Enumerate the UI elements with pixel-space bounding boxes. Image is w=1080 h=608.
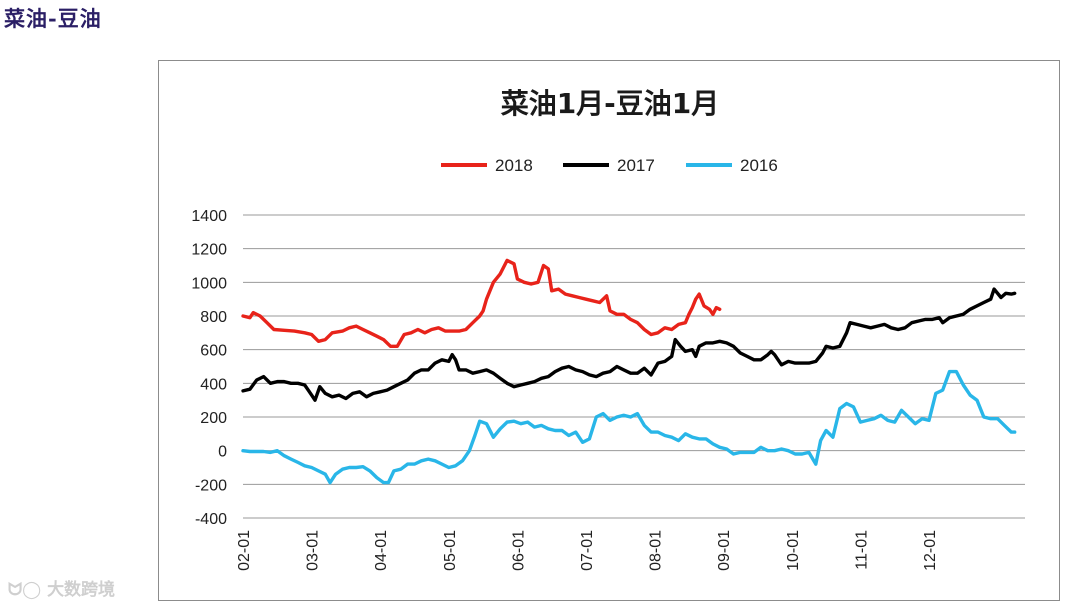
page-heading: 菜油-豆油	[4, 6, 102, 31]
x-tick-label: 08-01	[648, 530, 665, 571]
watermark-logo-icon: ᗢ◯	[8, 580, 48, 600]
x-tick-label: 10-01	[785, 530, 802, 571]
x-tick-label: 04-01	[373, 530, 390, 571]
watermark-text: 大数跨境	[47, 580, 116, 600]
series-line-2018	[241, 258, 722, 348]
y-tick-label: 0	[218, 444, 227, 461]
chart-title: 菜油1月-豆油1月	[501, 87, 720, 120]
legend-label: 2018	[495, 156, 533, 175]
x-tick-label: 03-01	[305, 530, 322, 571]
chart-series	[241, 258, 1017, 485]
y-tick-label: -200	[195, 477, 227, 494]
x-tick-label: 07-01	[579, 530, 596, 571]
legend-label: 2017	[617, 156, 655, 175]
line-chart: 菜油1月-豆油1月 2018 2017 2016 -400 -200 0 200 400 60…	[191, 87, 1025, 571]
y-tick-label: 200	[200, 410, 227, 427]
x-tick-label: 09-01	[716, 530, 733, 571]
y-tick-label: 400	[200, 376, 227, 393]
x-tick-label: 12-01	[922, 530, 939, 571]
x-tick-label: 11-01	[853, 530, 870, 570]
y-tick-label: -400	[195, 511, 227, 528]
watermark: ᗢ◯ 大数跨境	[8, 575, 115, 600]
chart-legend: 2018 2017 2016	[441, 156, 778, 175]
x-tick-label: 05-01	[442, 530, 459, 571]
x-tick-label: 02-01	[236, 530, 253, 571]
y-tick-label: 600	[200, 343, 227, 360]
series-line-2016	[241, 369, 1017, 485]
chart-gridlines	[243, 214, 1025, 519]
legend-item-2018: 2018	[441, 156, 533, 175]
y-tick-label: 1000	[191, 275, 227, 292]
legend-label: 2016	[740, 156, 778, 175]
legend-item-2017: 2017	[563, 156, 655, 175]
x-axis: 02-01 03-01 04-01 05-01 06-01 07-01 08-01 09-01…	[236, 530, 939, 571]
series-line-2017	[241, 287, 1017, 402]
y-tick-label: 1200	[191, 242, 227, 259]
legend-item-2016: 2016	[686, 156, 778, 175]
chart-frame: 菜油1月-豆油1月 2018 2017 2016 -400 -200 0 200 400 60…	[158, 60, 1060, 601]
x-tick-label: 06-01	[510, 530, 527, 571]
y-tick-label: 800	[200, 309, 227, 326]
y-tick-label: 1400	[191, 208, 227, 225]
y-axis: -400 -200 0 200 400 600 800 1000 1200 1400	[191, 208, 227, 528]
